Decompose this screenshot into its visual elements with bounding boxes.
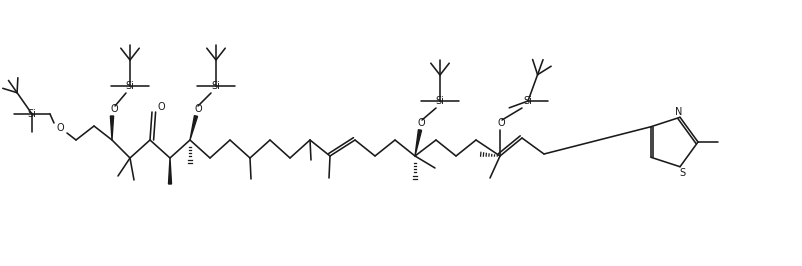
Text: Si: Si — [125, 81, 134, 91]
Polygon shape — [168, 158, 172, 184]
Text: O: O — [417, 118, 424, 128]
Text: Si: Si — [523, 96, 532, 106]
Text: Si: Si — [435, 96, 444, 106]
Text: Si: Si — [211, 81, 221, 91]
Text: Si: Si — [27, 109, 36, 119]
Polygon shape — [190, 116, 197, 140]
Polygon shape — [110, 116, 113, 140]
Text: O: O — [496, 118, 504, 128]
Polygon shape — [415, 130, 421, 156]
Text: O: O — [110, 104, 118, 114]
Text: S: S — [678, 168, 684, 178]
Text: N: N — [674, 107, 682, 117]
Text: O: O — [157, 102, 164, 112]
Text: O: O — [56, 123, 63, 133]
Text: O: O — [194, 104, 201, 114]
